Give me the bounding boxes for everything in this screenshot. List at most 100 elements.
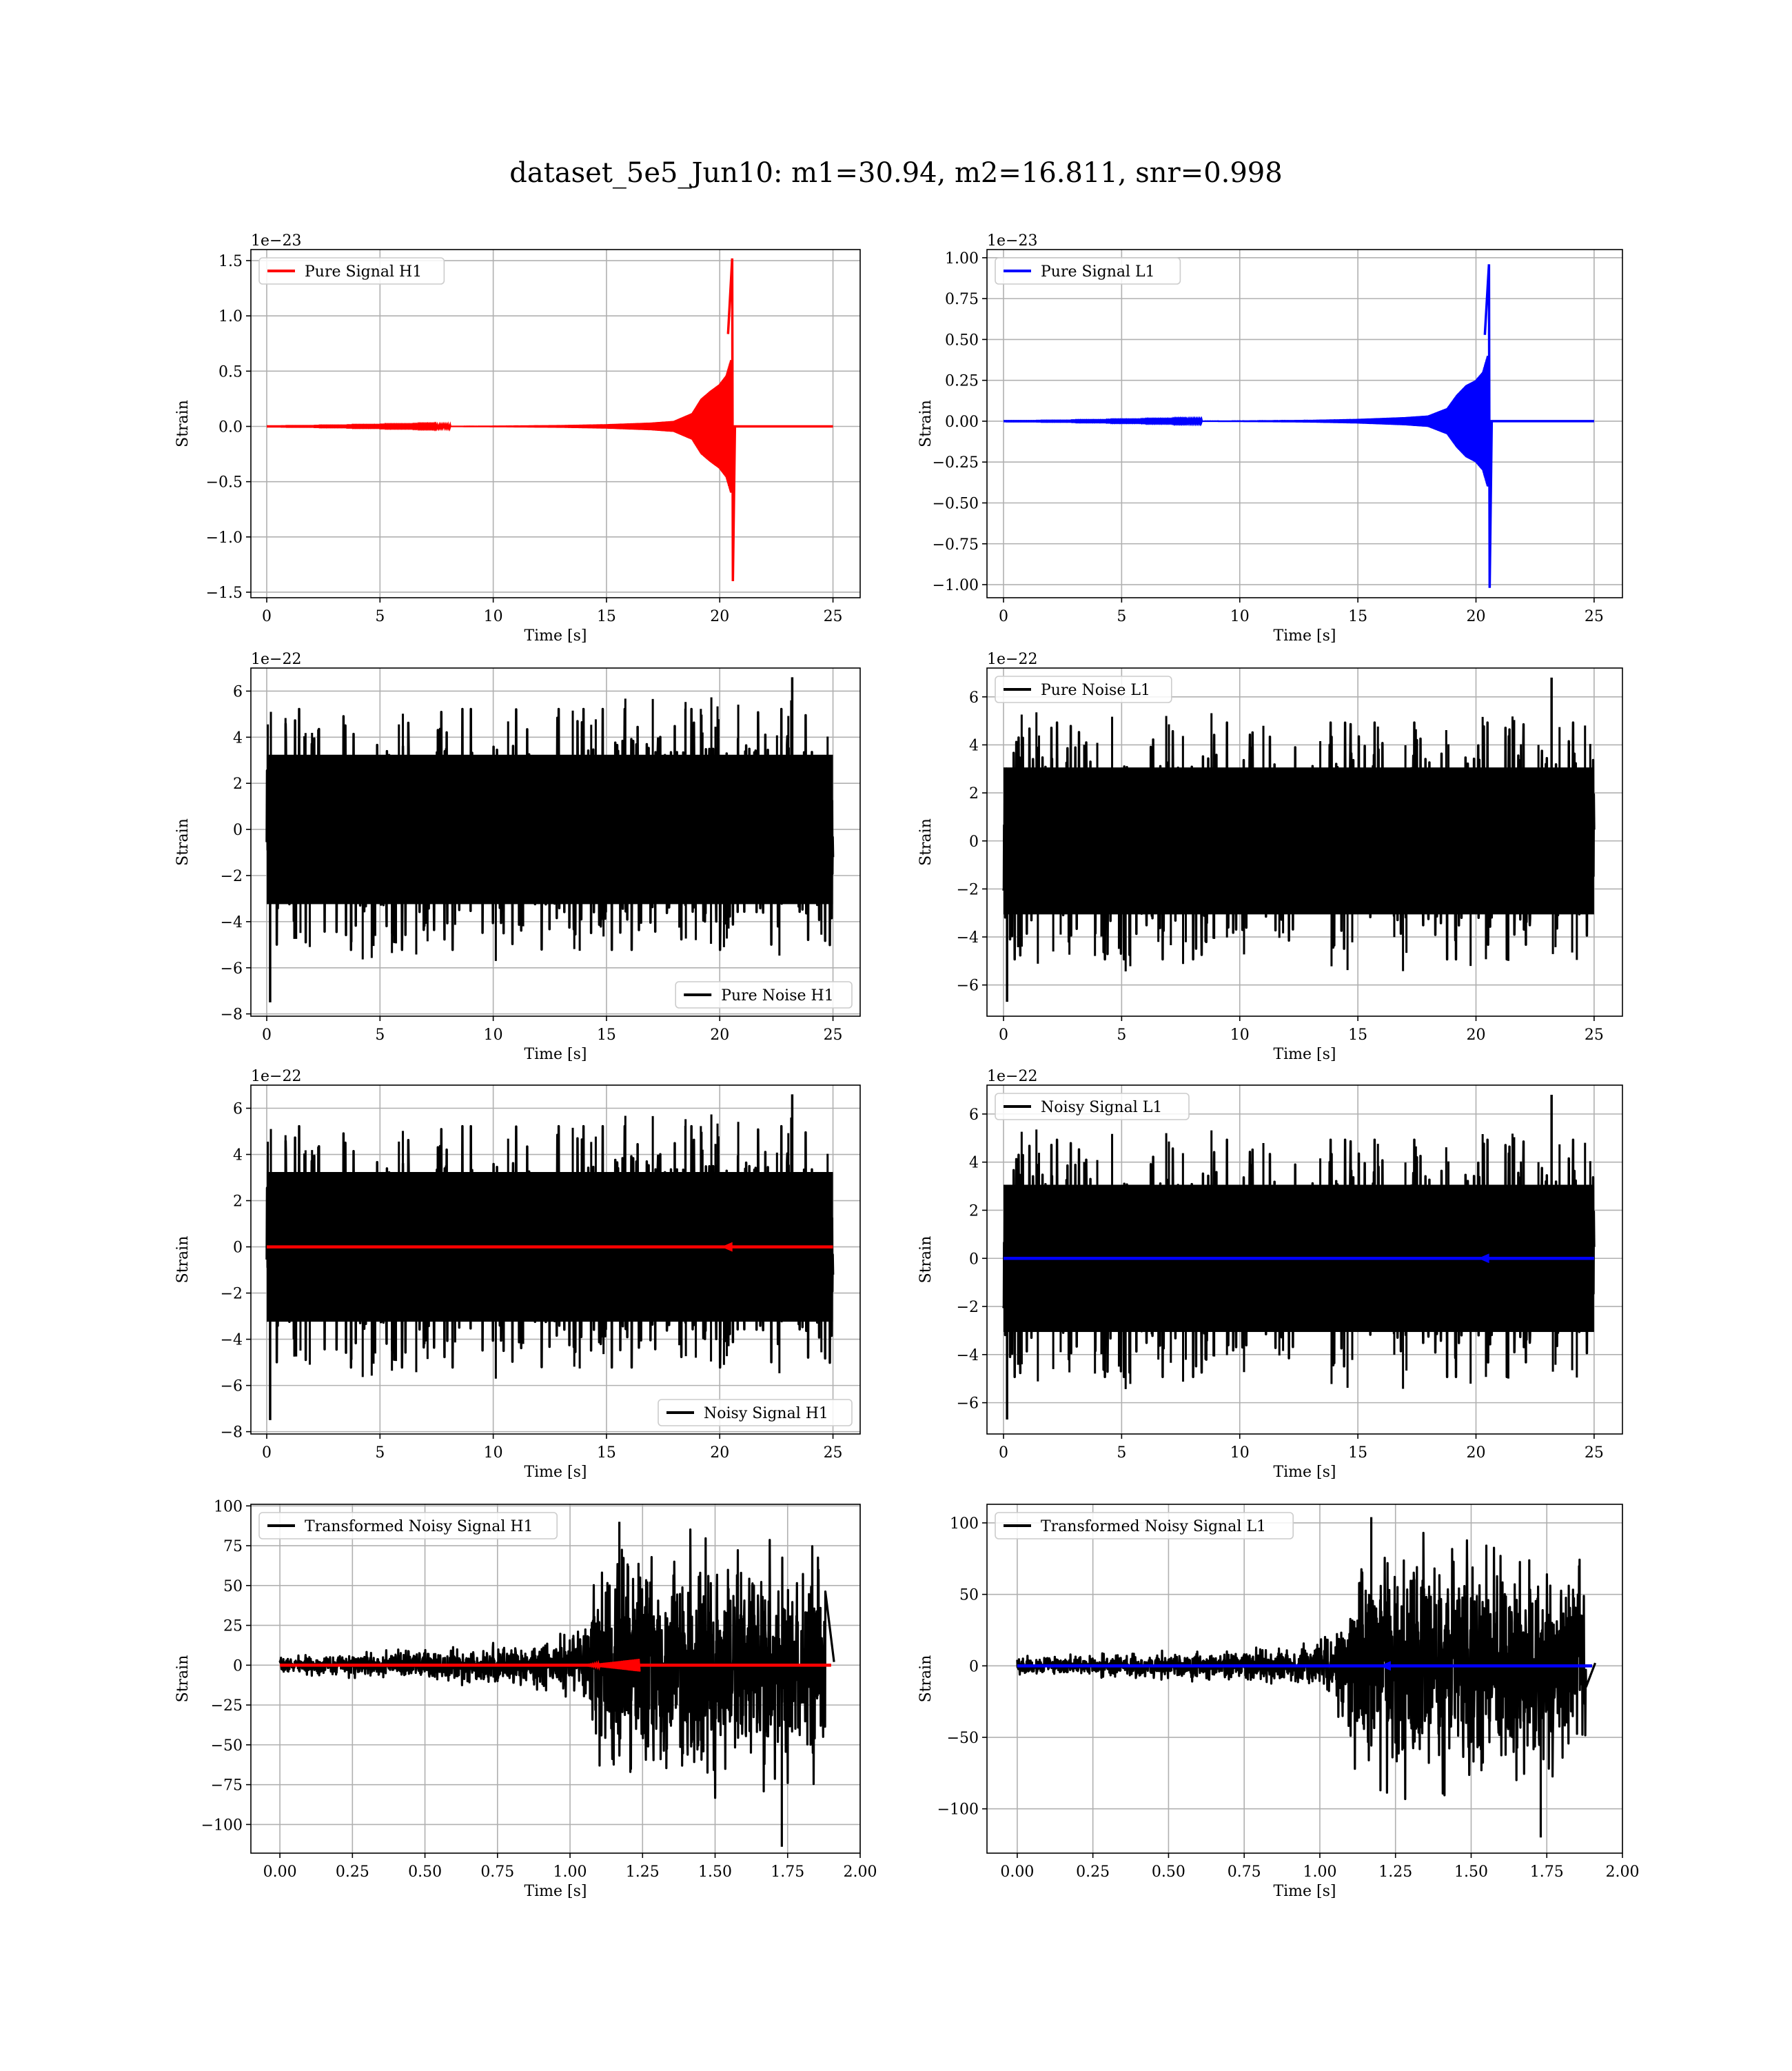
legend-box [258, 1512, 558, 1539]
legend-label: Noisy Signal L1 [1041, 1099, 1162, 1116]
x-tick-label: 20 [710, 1444, 729, 1462]
series-transformed-h1-0 [278, 1528, 835, 1799]
y-tick-label: 0.0 [218, 419, 243, 436]
legend-label: Transformed Noisy Signal L1 [1041, 1518, 1266, 1535]
y-tick-label: −4 [957, 929, 979, 947]
y-axis-label: Strain [174, 1655, 192, 1703]
legend-label: Transformed Noisy Signal H1 [305, 1518, 533, 1535]
y-tick-label: 0 [969, 834, 979, 851]
x-tick-label: 1.50 [1454, 1863, 1488, 1881]
x-tick-label: 5 [375, 608, 385, 625]
signal-marker [1478, 1253, 1489, 1264]
x-tick-label: 0.50 [1152, 1863, 1185, 1881]
x-tick-label: 5 [1117, 1027, 1126, 1044]
legend-box [258, 257, 445, 285]
legend: Noisy Signal H1 [658, 1399, 853, 1426]
signal-marker [1379, 1661, 1391, 1671]
y-tick-label: −6 [221, 960, 243, 978]
y-tick-label: 4 [969, 737, 979, 754]
x-tick-label: 0 [262, 1444, 272, 1462]
noise-band [1003, 767, 1594, 915]
y-tick-label: 4 [233, 1147, 243, 1164]
x-tick-label: 20 [710, 1027, 729, 1044]
x-tick-label: 10 [1230, 608, 1250, 625]
y-tick-label: 6 [233, 1101, 243, 1118]
y-tick-label: −50 [947, 1730, 979, 1747]
y-tick-label: −8 [221, 1424, 243, 1442]
x-tick-label: 15 [1348, 1027, 1367, 1044]
y-tick-label: −0.25 [933, 454, 979, 472]
x-tick-label: 10 [484, 608, 503, 625]
subplot-pure-signal-h1: 0 5 10 15 20 25 −1.5 −1.0 −0.5 0.0 0.5 1.0 1.5 Time [… [174, 232, 861, 645]
x-tick-label: 25 [1585, 608, 1604, 625]
legend-box [995, 1512, 1294, 1539]
y-tick-label: 0.00 [945, 414, 979, 431]
y-tick-label: 1.0 [218, 308, 243, 325]
legend: Pure Signal L1 [995, 257, 1181, 285]
legend: Noisy Signal L1 [995, 1093, 1190, 1120]
y-axis-label: Strain [917, 1236, 935, 1284]
subplot-noisy-signal-h1: 0 5 10 15 20 25 −8 −6 −4 −2 0 2 4 6 Time [s] Strain 1e−2… [174, 1068, 861, 1481]
x-tick-label: 0.00 [263, 1863, 297, 1881]
y-tick-label: −8 [221, 1007, 243, 1024]
x-tick-label: 0 [999, 1027, 1008, 1044]
y-tick-label: −6 [957, 1395, 979, 1413]
x-tick-label: 0.75 [1228, 1863, 1261, 1881]
axes-frame [250, 1504, 861, 1854]
legend: Pure Signal H1 [258, 257, 445, 285]
plot-area [265, 677, 835, 1002]
y-tick-label: −2 [957, 1299, 979, 1316]
x-tick-label: 0.25 [1076, 1863, 1110, 1881]
y-tick-label: 0.50 [945, 332, 979, 349]
legend-box [675, 981, 853, 1009]
y-axis-label: Strain [174, 818, 192, 866]
x-axis-label: Time [s] [1273, 1883, 1336, 1900]
legend-label: Pure Signal L1 [1041, 263, 1155, 281]
x-tick-label: 5 [375, 1444, 385, 1462]
y-tick-label: 2 [233, 1193, 243, 1211]
x-tick-label: 0.00 [1000, 1863, 1034, 1881]
axes-frame [986, 1504, 1623, 1854]
x-tick-label: 5 [1117, 608, 1126, 625]
y-tick-label: 0 [233, 822, 243, 839]
x-tick-label: 1.25 [626, 1863, 660, 1881]
y-tick-label: 2 [233, 776, 243, 793]
plot-area [1016, 1517, 1596, 1838]
y-tick-label: 100 [950, 1515, 979, 1533]
y-axis-label: Strain [174, 400, 192, 447]
x-axis-label: Time [s] [1273, 1046, 1336, 1063]
y-tick-label: 4 [233, 729, 243, 747]
merger-spike [726, 258, 737, 581]
subplot-transformed-l1: 0.00 0.25 0.50 0.75 1.00 1.25 1.50 1.75 2.00 −100… [917, 1504, 1639, 1900]
y-tick-label: −0.75 [933, 536, 979, 554]
x-axis-label: Time [s] [1273, 1464, 1336, 1481]
subplot-pure-signal-l1: 0 5 10 15 20 25 −1.00 −0.75 −0.50 −0.25 0.00 0.25 0.… [917, 232, 1623, 645]
y-tick-label: −0.5 [206, 474, 243, 492]
axis-offset-label: 1e−23 [251, 232, 301, 250]
signal-wiggle [584, 1659, 641, 1672]
y-tick-label: 6 [233, 683, 243, 700]
y-tick-label: 6 [969, 689, 979, 707]
y-tick-label: 50 [223, 1578, 243, 1595]
axes-frame [250, 667, 861, 1017]
x-tick-label: 10 [1230, 1444, 1250, 1462]
x-tick-label: 15 [1348, 1444, 1367, 1462]
x-tick-label: 0 [262, 608, 272, 625]
y-axis-label: Strain [917, 818, 935, 866]
legend: Pure Noise H1 [675, 981, 853, 1009]
y-tick-label: −0.50 [933, 495, 979, 512]
x-tick-label: 5 [375, 1027, 385, 1044]
legend-box [995, 257, 1181, 285]
axes-frame [986, 667, 1623, 1017]
x-axis-label: Time [s] [524, 1046, 587, 1063]
y-tick-label: −50 [211, 1737, 243, 1755]
signal-marker [627, 1660, 638, 1670]
x-tick-label: 20 [710, 608, 729, 625]
series-pure-signal-h1-0 [267, 360, 833, 493]
axes-frame [250, 249, 861, 598]
y-tick-label: 6 [969, 1107, 979, 1124]
axes-frame [986, 1084, 1623, 1435]
y-tick-label: 2 [969, 1202, 979, 1220]
